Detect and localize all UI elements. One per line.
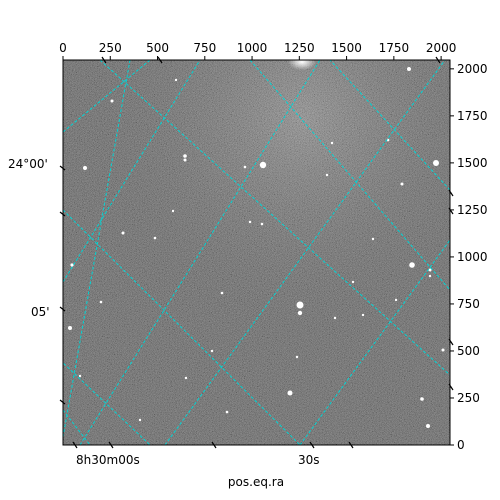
star [371,237,375,241]
top-tick-label: 1750 [379,41,410,55]
star [296,301,304,309]
grid-line [63,60,201,283]
right-tick-label: 1750 [457,109,488,123]
right-tick-label: 2000 [457,62,488,76]
grid-line [99,60,450,376]
star [68,326,72,330]
top-tick-label: 750 [193,41,216,55]
grid-line [63,209,301,445]
star [225,410,229,414]
star [333,316,337,320]
star [243,165,247,169]
star [297,310,303,316]
star [174,78,178,82]
right-tick-label: 500 [457,344,480,358]
top-tick-label: 2000 [426,41,457,55]
grid-line [63,362,151,445]
star [428,274,432,278]
ra-tick-label-2: 30s [298,453,320,467]
star [78,374,82,378]
top-tick-label: 500 [146,41,169,55]
star [394,298,398,302]
grid-line [299,239,450,445]
top-tick-label: 1500 [331,41,362,55]
sky-image [63,60,450,445]
top-tick-label: 1000 [237,41,268,55]
star [110,99,114,103]
right-tick-label: 250 [457,391,480,405]
right-tick-label: 0 [457,438,465,452]
star [121,231,125,235]
grid-line [249,60,450,291]
star [400,182,404,186]
star [409,262,415,268]
star [407,67,411,71]
grid-line [79,60,321,445]
star [183,158,187,162]
top-tick-label: 1250 [284,41,315,55]
star [441,348,445,352]
plot-frame [62,59,451,446]
star [426,424,430,428]
grid-line [329,60,450,191]
top-pixel-axis: 0 250 500 750 1000 1250 1500 1750 2000 [59,41,456,60]
top-tick-label: 0 [59,41,67,55]
star [70,263,74,267]
star [210,349,214,353]
right-tick-label: 750 [457,297,480,311]
star [248,220,252,224]
star [295,355,299,359]
right-tick-label: 1250 [457,203,488,217]
star-field [68,67,445,428]
star [325,173,329,177]
grid-line [164,60,446,445]
coordinate-grid [63,60,450,445]
right-tick-label: 1000 [457,250,488,264]
x-axis-title: pos.eq.ra [228,475,284,489]
dec-tick-label-2: 05' [31,305,50,319]
dec-tick-label-1: 24°00' [8,157,48,171]
grid-line [63,409,91,445]
top-tick-label: 250 [99,41,122,55]
star [330,141,334,145]
star [260,222,264,226]
star [259,161,267,169]
star [153,236,157,240]
right-pixel-axis: 0 250 500 750 1000 1250 1500 1750 2000 [450,62,488,452]
star [99,300,103,304]
star [184,376,188,380]
grid-line [63,60,151,133]
star [351,280,355,284]
star [183,154,187,158]
right-tick-label: 1500 [457,156,488,170]
star [171,209,175,213]
star [138,418,142,422]
star [428,268,432,272]
world-tick-marks [59,56,454,449]
star [287,390,293,396]
ra-tick-label-1: 8h30m00s [76,453,140,467]
star [420,397,424,401]
star [220,291,224,295]
star [361,313,365,317]
star [433,160,439,166]
star [83,166,87,170]
grid-line [63,60,131,438]
